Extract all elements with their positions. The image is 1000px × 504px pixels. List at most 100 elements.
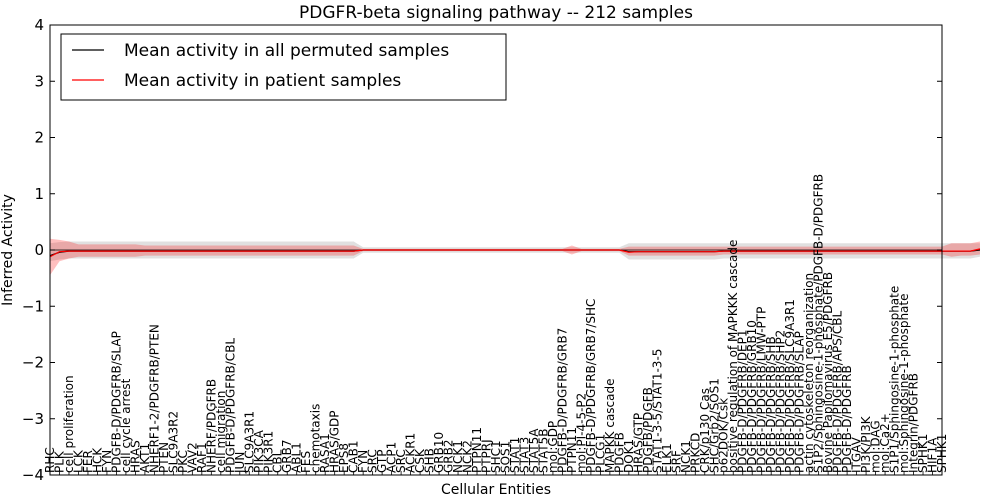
x-tick-label: PTPN11 — [470, 427, 484, 473]
x-axis-label: Cellular Entities — [441, 482, 551, 498]
x-tick-label: STAT1-3-5/STAT1-3-5 — [650, 349, 664, 473]
x-tick-label: PDGFB-D/PDGFRB/SHP2 — [774, 330, 788, 473]
x-tick-label: PDGFB-D/PDGFRB — [840, 365, 854, 473]
x-tick-label: mol:DAG — [869, 420, 883, 473]
x-tick-label: SLC9A3R2 — [166, 411, 180, 473]
x-tick-label: PLK — [52, 450, 66, 473]
y-tick-label: 0 — [34, 241, 44, 259]
x-tick-label: PDGFB-D/PDGFRB/SLAP — [109, 331, 123, 473]
x-tick-label: SHC1 — [489, 440, 503, 473]
x-tick-label: JUN — [233, 452, 247, 474]
x-tick-label: MAPKK cascade — [603, 378, 617, 473]
y-tick-label: −1 — [22, 297, 44, 315]
x-tick-label: PDGFB-D/PDGFRB/GRB7 — [555, 328, 569, 473]
x-tick-label: STAT5B — [536, 429, 550, 474]
x-tick-label: RHC — [43, 447, 57, 473]
x-tick-label: actin cytoskeleton reorganization — [802, 273, 816, 473]
x-tick-label: PDGFB/PDGFB — [641, 387, 655, 473]
series-lines — [49, 248, 981, 258]
x-tick-label: FYN — [356, 450, 370, 473]
spread-bands — [50, 238, 980, 276]
chart-title: PDGFR-beta signaling pathway -- 212 samp… — [299, 3, 693, 23]
y-tick-label: −3 — [22, 410, 44, 428]
x-tick-label: GTP — [375, 450, 389, 473]
x-tick-label: PRKCD — [688, 433, 702, 473]
x-tick-label: SHB — [423, 448, 437, 473]
x-tick-label: HCK — [90, 447, 104, 473]
x-tick-label: chemotaxis — [309, 404, 323, 473]
legend-label-permuted: Mean activity in all permuted samples — [124, 41, 449, 61]
band-1 — [50, 238, 980, 276]
x-tick-label: positive regulation of MAPKKK cascade — [726, 240, 740, 473]
x-tick-label: STAT3 — [517, 437, 531, 473]
x-tick-label: PDGFB-D/PDGFRB/APS/CBL — [831, 310, 845, 473]
legend-box — [60, 33, 507, 101]
x-tick-label: GRB10 — [432, 432, 446, 473]
x-tick-label: PIK3CA — [252, 429, 266, 473]
x-tick-label: PIK3R1 — [261, 431, 275, 473]
y-tick-label: 2 — [34, 129, 44, 147]
x-tick-label: SOS1 — [498, 441, 512, 473]
y-tick-label: 3 — [34, 72, 44, 90]
x-tick-label: CSK — [413, 448, 427, 473]
x-tick-label: RAF1 — [195, 442, 209, 473]
x-tick-label: ACKR1 — [404, 433, 418, 473]
x-tick-label: SRF — [669, 450, 683, 473]
x-tick-label: SRC — [394, 449, 408, 473]
x-tick-label: p62DOK/Csk — [717, 398, 731, 473]
x-tick-label: CAB1 — [347, 441, 361, 473]
x-tick-label: ACP1 — [385, 442, 399, 473]
y-tick-label: 4 — [34, 16, 44, 34]
x-tick-label: SLC9A3R1 — [242, 411, 256, 473]
x-tick-label: PDGFB-D/PDGFRB/GRB7/SHC — [584, 299, 598, 473]
x-tick-label: mol:Ca2+ — [878, 413, 892, 473]
x-tick-label: NCK1 — [679, 440, 693, 473]
x-tick-label: CRK/p130 Cas — [698, 388, 712, 473]
x-tick-label: mol:PI-4-5-P2 — [574, 393, 588, 473]
x-tick-label: PKC — [176, 450, 190, 473]
x-tick-label: DOK1 — [622, 439, 636, 473]
x-tick-label: PDGFB-D/PDGFRB/LMW-PTP — [755, 307, 769, 473]
y-axis-ticks: −4 −3 −2 −1 0 1 2 3 4 — [22, 16, 942, 484]
x-tick-label: mol:GDP — [546, 421, 560, 473]
x-tick-label: STAT1 — [508, 437, 522, 473]
x-tick-label: FYN — [100, 450, 114, 473]
y-tick-label: 1 — [34, 185, 44, 203]
x-tick-label: PDGFB-D/PDGFRB/CBL — [223, 338, 237, 473]
x-tick-label: Bovine Papilomavirus E5/PDGFRB — [821, 272, 835, 473]
x-tick-label: RASA1 — [318, 433, 332, 473]
series-line-1 — [49, 248, 981, 258]
x-tick-label: ELK1 — [660, 443, 674, 473]
x-tick-label: CBL — [271, 449, 285, 473]
legend-label-patient: Mean activity in patient samples — [124, 71, 401, 91]
x-tick-label: S1P2/Sphingosine-1-phosphate/PDGFB-D/PDG… — [812, 174, 826, 473]
x-tick-label: SPHK1 — [916, 434, 930, 473]
x-tick-label: cell migration — [214, 391, 228, 473]
x-tick-label: ITGAV — [850, 436, 864, 473]
x-tick-label: FER — [81, 450, 95, 473]
x-tick-label: PDGFB-D/PDGFRB/SHB — [764, 336, 778, 473]
x-tick-label: NHERF1-2/PDGFRB/PTEN — [147, 324, 161, 473]
x-tick-label: PDGFB-D/PDGFRB/GRB10 — [745, 320, 759, 473]
x-tick-label: GRB7 — [280, 439, 294, 473]
x-tick-label: NCK1 — [451, 440, 465, 473]
x-tick-label: PLCG1 — [593, 434, 607, 473]
x-tick-label: VAV2 — [185, 442, 199, 473]
x-tick-label: AKT1 — [138, 443, 152, 473]
x-tick-label: NHERF/PDGFRB — [204, 379, 218, 473]
y-tick-label: −2 — [22, 354, 44, 372]
x-tick-label: Integrin/PDGFRB — [907, 373, 921, 473]
legend: Mean activity in all permuted samples Me… — [60, 33, 507, 101]
x-tick-label: FES — [299, 451, 313, 473]
x-tick-label: PDGFB — [612, 432, 626, 473]
y-tick-label: −4 — [22, 466, 44, 484]
x-tick-label: PTEN — [157, 442, 171, 473]
x-tick-label: PDGFB-D/PDGFRB/SLC9A3R1 — [783, 299, 797, 473]
x-tick-label: HIF1A — [926, 437, 940, 473]
x-tick-label: LCK — [71, 449, 85, 473]
x-tick-label: STAT5A — [527, 428, 541, 473]
x-tick-label: HRAS — [128, 440, 142, 473]
